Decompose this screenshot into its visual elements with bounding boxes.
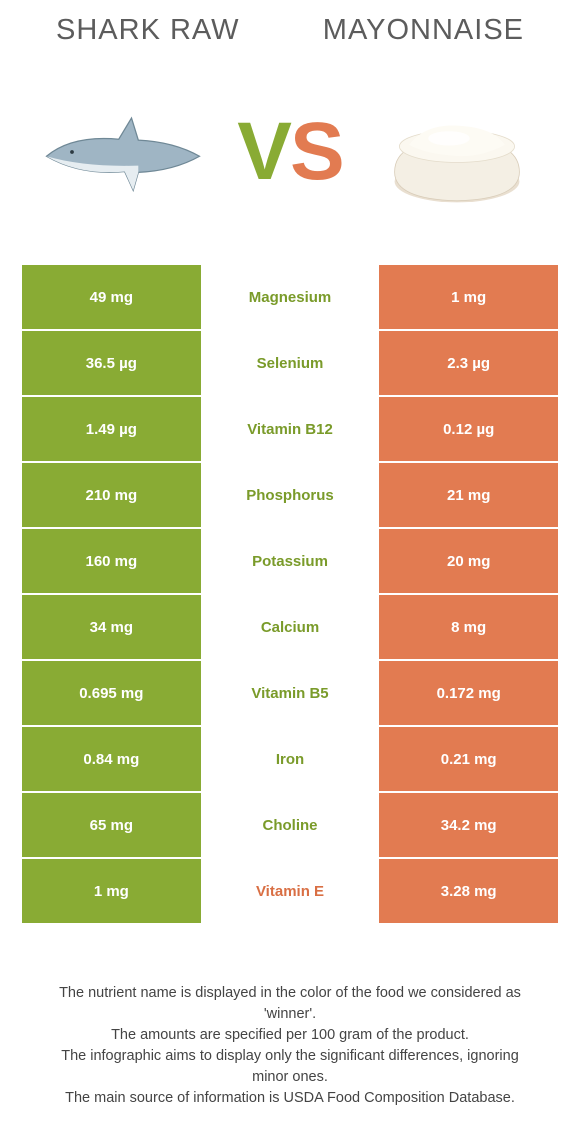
right-value-cell: 0.172 mg xyxy=(379,661,558,725)
right-value-cell: 0.12 µg xyxy=(379,397,558,461)
table-row: 160 mgPotassium20 mg xyxy=(22,529,558,593)
right-value-cell: 2.3 µg xyxy=(379,331,558,395)
left-value-cell: 0.695 mg xyxy=(22,661,201,725)
left-value-cell: 160 mg xyxy=(22,529,201,593)
vs-v: V xyxy=(237,106,290,197)
shark-image xyxy=(38,87,208,217)
footnote-line: The nutrient name is displayed in the co… xyxy=(44,983,536,1025)
left-value-cell: 0.84 mg xyxy=(22,727,201,791)
right-value-cell: 3.28 mg xyxy=(379,859,558,923)
right-value-cell: 21 mg xyxy=(379,463,558,527)
right-value-cell: 34.2 mg xyxy=(379,793,558,857)
table-row: 65 mgCholine34.2 mg xyxy=(22,793,558,857)
table-row: 1.49 µgVitamin B120.12 µg xyxy=(22,397,558,461)
nutrient-name-cell: Iron xyxy=(201,727,380,791)
nutrient-name-cell: Selenium xyxy=(201,331,380,395)
footnote-line: The main source of information is USDA F… xyxy=(44,1088,536,1109)
header-row: SHARK RAW MAYONNAISE xyxy=(0,0,580,47)
nutrient-name-cell: Vitamin B12 xyxy=(201,397,380,461)
vs-label: VS xyxy=(237,111,342,193)
left-value-cell: 49 mg xyxy=(22,265,201,329)
nutrient-name-cell: Phosphorus xyxy=(201,463,380,527)
right-value-cell: 1 mg xyxy=(379,265,558,329)
mayo-image xyxy=(372,87,542,217)
vs-s: S xyxy=(290,106,343,197)
nutrient-name-cell: Vitamin E xyxy=(201,859,380,923)
nutrient-name-cell: Potassium xyxy=(201,529,380,593)
left-value-cell: 36.5 µg xyxy=(22,331,201,395)
table-row: 210 mgPhosphorus21 mg xyxy=(22,463,558,527)
right-value-cell: 0.21 mg xyxy=(379,727,558,791)
table-row: 1 mgVitamin E3.28 mg xyxy=(22,859,558,923)
table-row: 0.695 mgVitamin B50.172 mg xyxy=(22,661,558,725)
footnote-line: The amounts are specified per 100 gram o… xyxy=(44,1025,536,1046)
right-value-cell: 20 mg xyxy=(379,529,558,593)
left-value-cell: 210 mg xyxy=(22,463,201,527)
table-row: 49 mgMagnesium1 mg xyxy=(22,265,558,329)
table-row: 0.84 mgIron0.21 mg xyxy=(22,727,558,791)
nutrient-table: 49 mgMagnesium1 mg36.5 µgSelenium2.3 µg1… xyxy=(0,265,580,923)
footnote: The nutrient name is displayed in the co… xyxy=(0,925,580,1109)
left-food-title: SHARK RAW xyxy=(56,14,240,47)
nutrient-name-cell: Magnesium xyxy=(201,265,380,329)
left-value-cell: 34 mg xyxy=(22,595,201,659)
left-value-cell: 65 mg xyxy=(22,793,201,857)
nutrient-name-cell: Choline xyxy=(201,793,380,857)
table-row: 36.5 µgSelenium2.3 µg xyxy=(22,331,558,395)
nutrient-name-cell: Calcium xyxy=(201,595,380,659)
right-value-cell: 8 mg xyxy=(379,595,558,659)
nutrient-name-cell: Vitamin B5 xyxy=(201,661,380,725)
left-value-cell: 1.49 µg xyxy=(22,397,201,461)
footnote-line: The infographic aims to display only the… xyxy=(44,1046,536,1088)
right-food-title: MAYONNAISE xyxy=(323,14,524,47)
image-row: VS xyxy=(0,47,580,265)
left-value-cell: 1 mg xyxy=(22,859,201,923)
table-row: 34 mgCalcium8 mg xyxy=(22,595,558,659)
